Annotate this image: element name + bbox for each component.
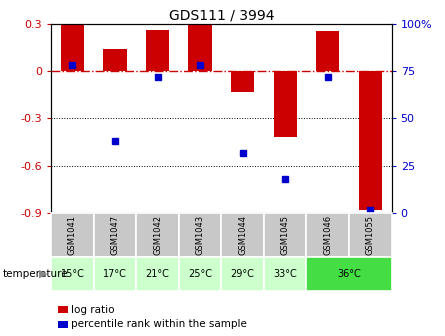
Bar (51, 213, 94, 257)
Text: GSM1046: GSM1046 (323, 215, 332, 255)
Bar (94, 257, 136, 291)
Bar (136, 257, 179, 291)
Bar (274, 71, 297, 137)
Text: 21°C: 21°C (146, 269, 170, 279)
Bar (231, 71, 255, 91)
Text: percentile rank within the sample: percentile rank within the sample (71, 319, 247, 329)
Bar (94, 213, 136, 257)
Text: 33°C: 33°C (273, 269, 297, 279)
Bar (349, 213, 392, 257)
Bar (179, 213, 222, 257)
Text: GSM1042: GSM1042 (153, 215, 162, 255)
Bar (136, 213, 179, 257)
Bar (61, 25, 84, 71)
Bar (222, 213, 264, 257)
Text: GSM1055: GSM1055 (366, 215, 375, 255)
Bar (51, 257, 94, 291)
Bar (188, 24, 212, 71)
Text: GSM1041: GSM1041 (68, 215, 77, 255)
Bar (359, 71, 382, 210)
Bar (179, 257, 222, 291)
Text: 25°C: 25°C (188, 269, 212, 279)
Text: 15°C: 15°C (61, 269, 85, 279)
Bar (222, 257, 264, 291)
Text: temperature: temperature (2, 269, 68, 279)
Text: GSM1043: GSM1043 (196, 215, 205, 255)
Bar (103, 49, 127, 71)
Text: GSM1045: GSM1045 (281, 215, 290, 255)
Text: GSM1047: GSM1047 (110, 215, 120, 255)
Bar (316, 32, 340, 71)
Text: 29°C: 29°C (231, 269, 255, 279)
Bar (264, 213, 307, 257)
Text: ▶: ▶ (39, 269, 48, 279)
Title: GDS111 / 3994: GDS111 / 3994 (169, 8, 274, 23)
Text: log ratio: log ratio (71, 305, 115, 315)
Text: 36°C: 36°C (337, 269, 361, 279)
Text: 17°C: 17°C (103, 269, 127, 279)
Bar (307, 257, 392, 291)
Text: GSM1044: GSM1044 (238, 215, 247, 255)
Bar (307, 213, 349, 257)
Bar (146, 30, 169, 71)
Bar (264, 257, 307, 291)
